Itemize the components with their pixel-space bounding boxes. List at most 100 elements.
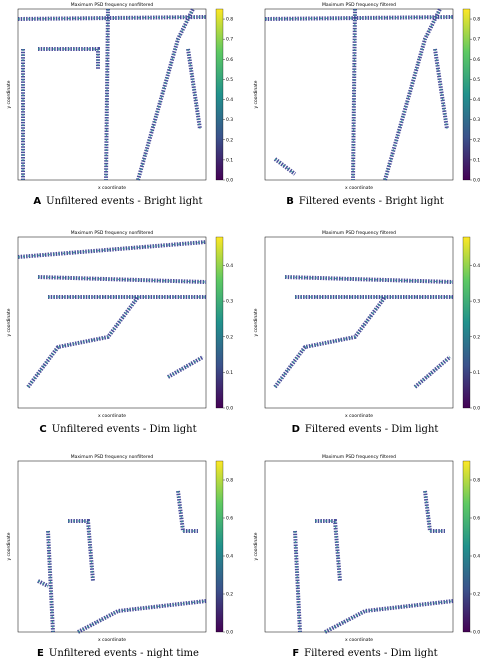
plot-area (17, 236, 207, 409)
colorbar-tick-label: 0.8 (473, 17, 480, 23)
panel: Maximum PSD frequency nonfiltered y coord… (6, 230, 233, 435)
panel-title: Maximum PSD frequency nonfiltered (71, 230, 154, 236)
event-trace (274, 158, 296, 175)
caption-letter: E (37, 648, 44, 659)
event-trace (315, 520, 341, 582)
colorbar-tick-label: 0.4 (473, 97, 480, 103)
colorbar-tick-label: 0.3 (473, 117, 480, 123)
colorbar-tick-label: 0.5 (473, 77, 480, 83)
y-axis-label: y coordinate (253, 308, 259, 336)
event-trace (137, 8, 194, 181)
event-trace (47, 530, 54, 633)
event-trace (284, 276, 454, 283)
colorbar-tick-label: 0.2 (226, 137, 233, 143)
caption-text: Filtered events - Dim light (304, 648, 438, 659)
event-trace (273, 157, 297, 176)
event-trace (274, 296, 386, 388)
event-pattern (273, 275, 454, 389)
panel: Maximum PSD frequency filtered y coordina… (253, 230, 480, 435)
colorbar-tick-label: 0.0 (473, 406, 480, 412)
event-trace (17, 240, 207, 259)
x-axis-label: x coordinate (345, 637, 373, 643)
event-trace (434, 48, 448, 130)
colorbar (215, 460, 224, 633)
caption-letter: D (292, 424, 300, 435)
colorbar-tick-label: 0.2 (226, 592, 233, 598)
caption-text: Unfiltered events - night time (49, 648, 199, 659)
x-axis-label: x coordinate (98, 413, 126, 419)
panel: Maximum PSD frequency nonfiltered y coord… (6, 454, 233, 659)
x-axis-label: x coordinate (345, 413, 373, 419)
panel-title: Maximum PSD frequency nonfiltered (71, 454, 154, 460)
caption-text: Unfiltered events - Bright light (46, 196, 202, 207)
caption-letter: A (33, 196, 41, 207)
x-axis-label: x coordinate (345, 185, 373, 191)
caption-letter: F (292, 648, 299, 659)
caption-text: Filtered events - Dim light (305, 424, 439, 435)
event-trace (324, 600, 454, 633)
event-trace (294, 530, 301, 633)
colorbar-tick-label: 0.2 (226, 334, 233, 340)
caption-text: Unfiltered events - Dim light (52, 424, 197, 435)
y-axis-label: y coordinate (6, 308, 12, 336)
colorbar-tick-label: 0.8 (473, 478, 480, 484)
event-pattern (264, 8, 454, 181)
plot-area (264, 236, 454, 409)
y-axis-label: y coordinate (253, 80, 259, 108)
colorbar (215, 236, 224, 409)
colorbar-tick-label: 0.5 (226, 77, 233, 83)
colorbar (462, 236, 471, 409)
colorbar-tick-label: 0.6 (473, 516, 480, 522)
event-trace (413, 355, 452, 389)
caption: B Filtered events - Bright light (286, 196, 444, 207)
y-axis-label: y coordinate (6, 80, 12, 108)
event-trace (105, 8, 109, 181)
colorbar-tick-label: 0.2 (473, 137, 480, 143)
caption: F Filtered events - Dim light (292, 648, 437, 659)
colorbar-tick-label: 0.6 (226, 57, 233, 63)
panel-title: Maximum PSD frequency nonfiltered (71, 2, 154, 8)
colorbar-tick-label: 0.4 (226, 554, 233, 560)
x-axis-label: x coordinate (98, 185, 126, 191)
colorbar-tick-label: 0.2 (473, 592, 480, 598)
panel-title: Maximum PSD frequency filtered (322, 454, 396, 460)
colorbar-tick-label: 0.1 (473, 370, 480, 376)
caption: A Unfiltered events - Bright light (33, 196, 202, 207)
event-trace (177, 490, 198, 532)
colorbar-tick-label: 0.0 (226, 406, 233, 412)
colorbar (215, 8, 224, 181)
y-axis-label: y coordinate (6, 532, 12, 560)
panel: Maximum PSD frequency filtered y coordina… (253, 454, 480, 659)
caption-text: Filtered events - Bright light (299, 196, 444, 207)
caption: E Unfiltered events - night time (37, 648, 199, 659)
colorbar-tick-label: 0.6 (226, 516, 233, 522)
event-trace (424, 490, 445, 532)
panel: Maximum PSD frequency nonfiltered y coord… (6, 2, 233, 207)
event-trace (17, 16, 207, 20)
colorbar-tick-label: 0.0 (226, 178, 233, 184)
event-pattern (17, 8, 207, 181)
colorbar-tick-label: 0.0 (473, 178, 480, 184)
event-trace (284, 275, 454, 284)
panel-title: Maximum PSD frequency filtered (322, 230, 396, 236)
event-trace (264, 16, 454, 20)
plot-area (17, 8, 207, 181)
colorbar-tick-label: 0.1 (473, 157, 480, 163)
colorbar-tick-label: 0.7 (473, 37, 480, 43)
event-trace (27, 296, 139, 388)
colorbar-tick-label: 0.3 (226, 117, 233, 123)
caption-letter: B (286, 196, 294, 207)
event-pattern (293, 490, 454, 634)
colorbar-tick-label: 0.7 (226, 37, 233, 43)
caption: C Unfiltered events - Dim light (39, 424, 196, 435)
colorbar-tick-label: 0.4 (226, 97, 233, 103)
event-trace (352, 8, 356, 181)
colorbar-tick-label: 0.3 (226, 299, 233, 305)
plot-area (264, 460, 454, 633)
caption: D Filtered events - Dim light (292, 424, 439, 435)
event-trace (77, 600, 207, 633)
colorbar (462, 8, 471, 181)
event-trace (187, 48, 201, 130)
colorbar-tick-label: 0.4 (473, 263, 480, 269)
